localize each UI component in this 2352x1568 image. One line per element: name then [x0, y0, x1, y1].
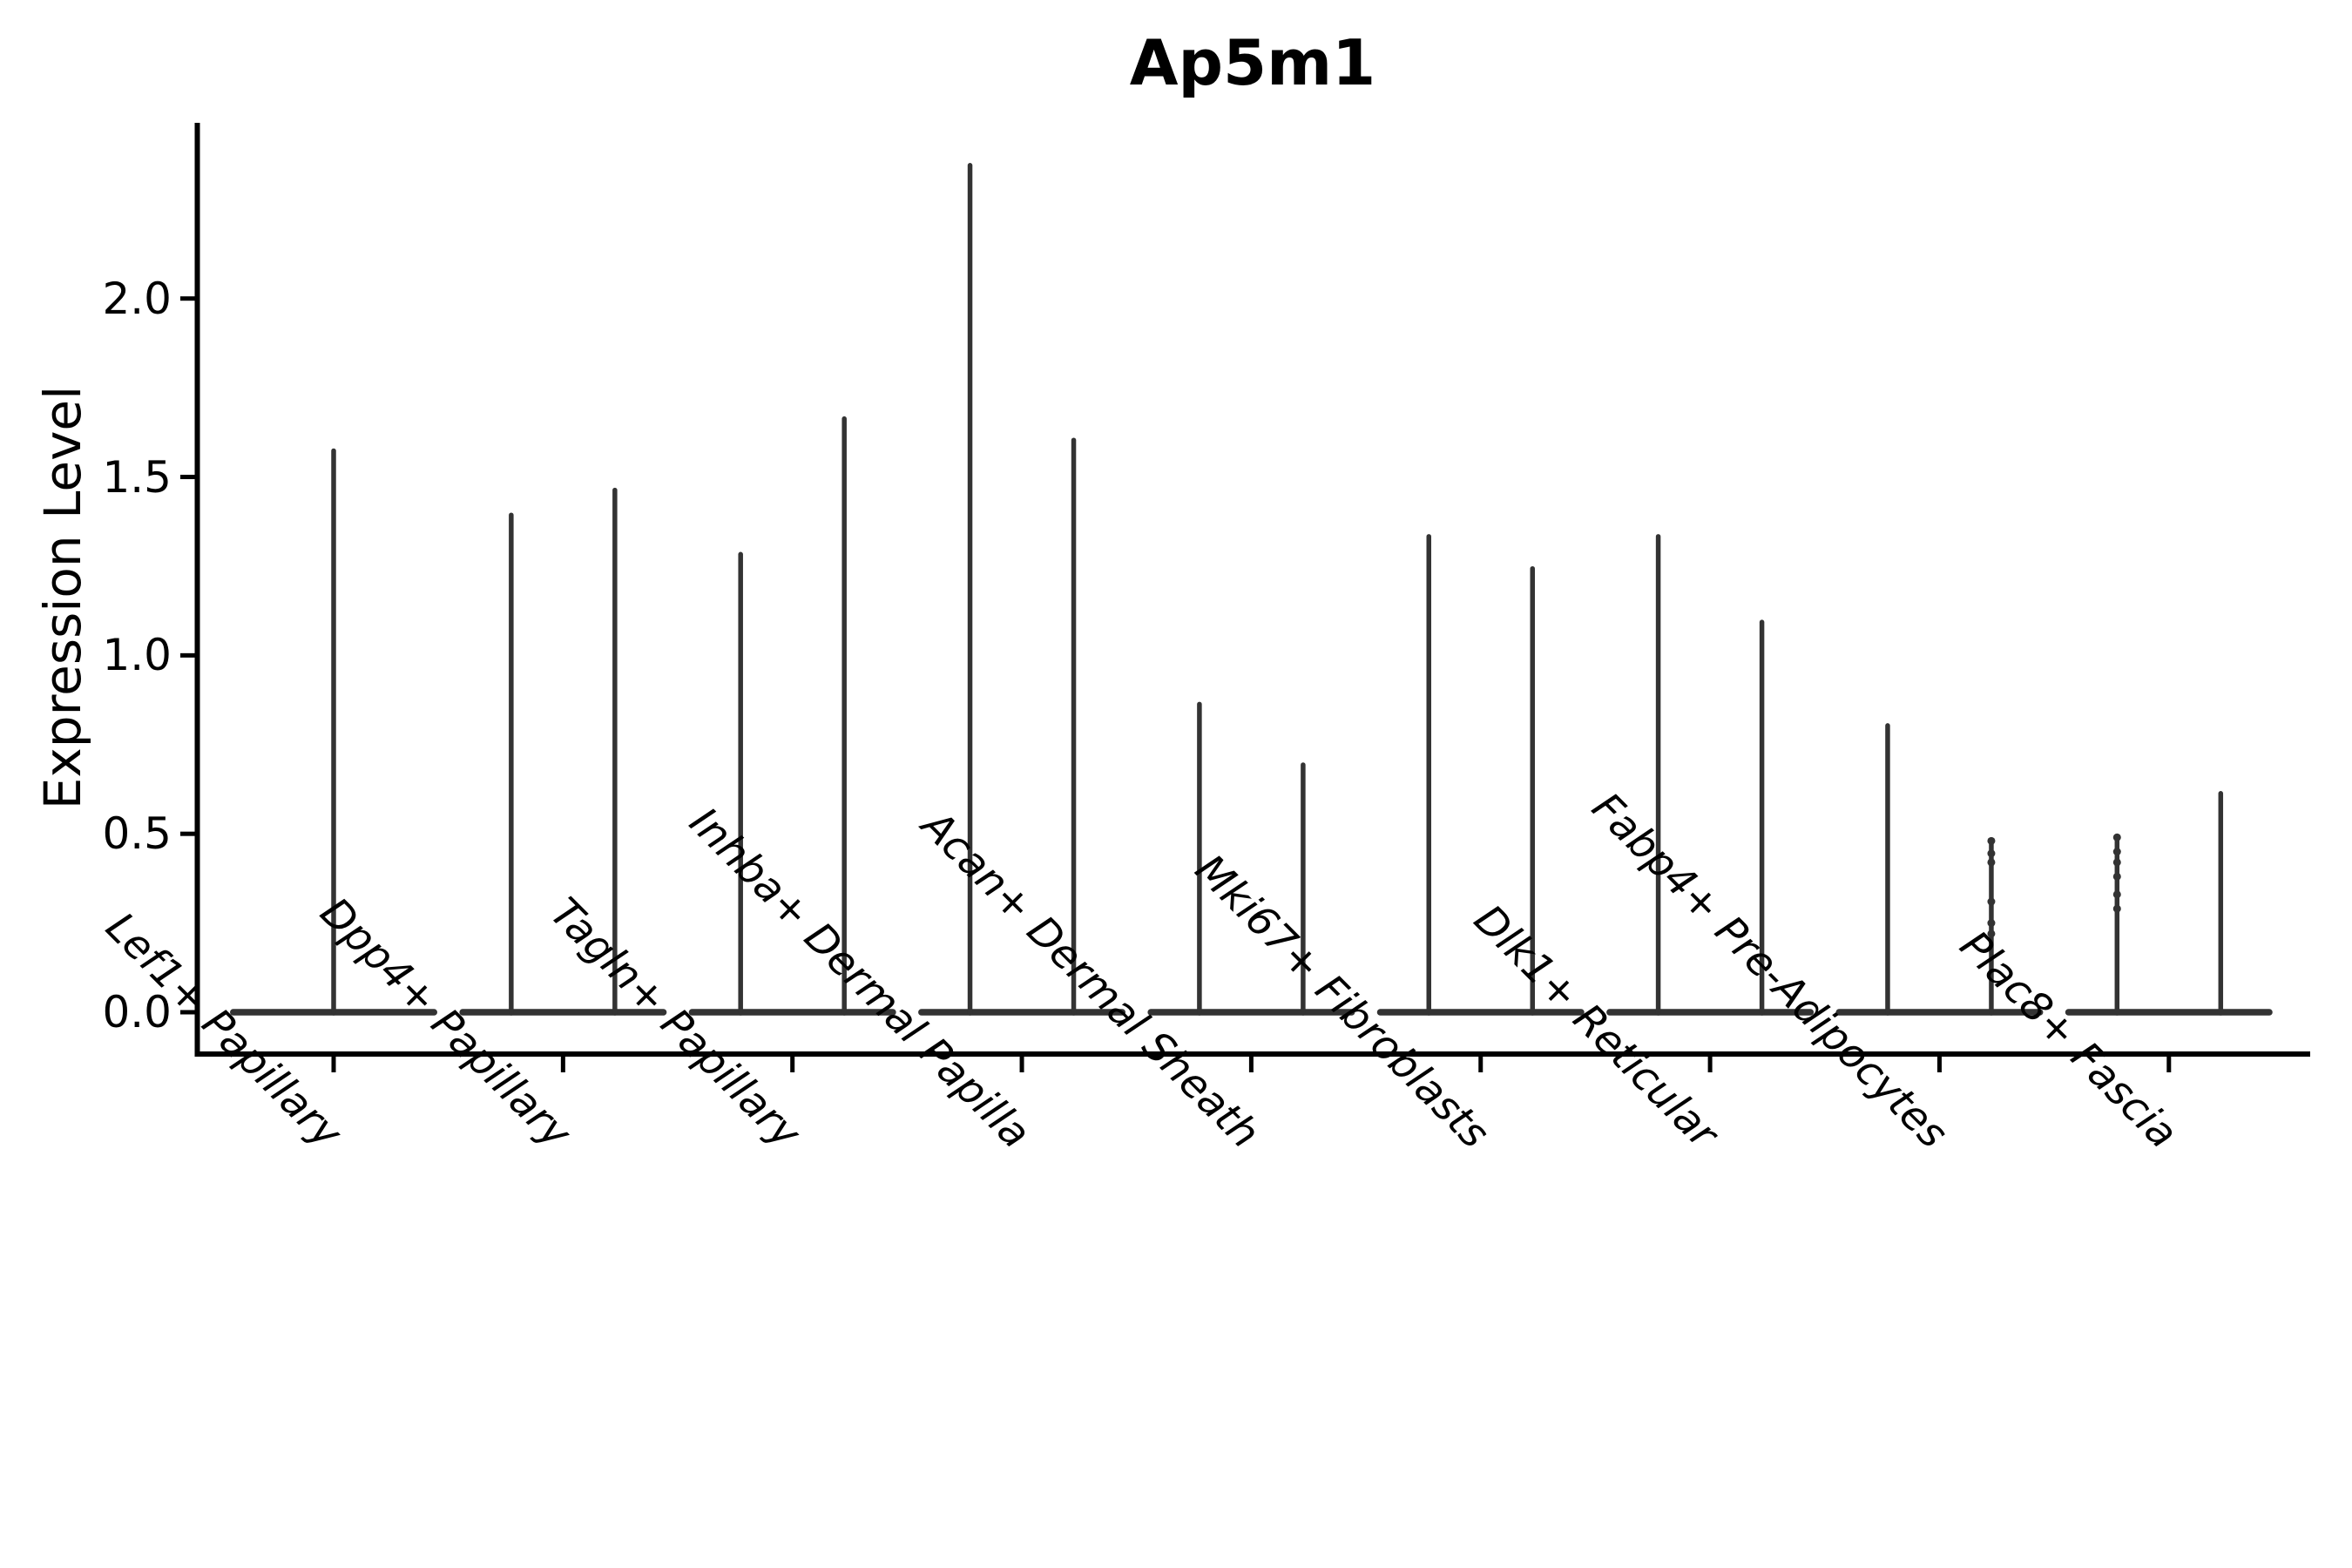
y-tick-label-0.5: 0.5 — [102, 808, 172, 859]
y-tick-mark — [180, 475, 195, 480]
y-tick-label-1.0: 1.0 — [102, 630, 172, 680]
jitter-point — [1987, 897, 1996, 906]
violin-spike — [1530, 565, 1535, 1016]
violin-spike — [1197, 701, 1202, 1016]
x-tick-mark — [1707, 1057, 1713, 1072]
violin-spike — [1426, 534, 1431, 1016]
x-tick-mark — [560, 1057, 565, 1072]
y-tick-label-0.0: 0.0 — [102, 987, 172, 1037]
jitter-point — [1987, 836, 1996, 845]
jitter-point — [2112, 904, 2121, 913]
x-tick-mark — [790, 1057, 795, 1072]
violin-spike — [612, 487, 618, 1016]
violin-spike — [967, 163, 973, 1016]
violin-spike — [1885, 723, 1890, 1016]
violin-spike — [841, 416, 847, 1016]
violin-base — [2065, 1009, 2273, 1016]
violin-spike — [2218, 791, 2224, 1016]
y-tick-mark — [180, 296, 195, 301]
y-tick-label-2.0: 2.0 — [102, 274, 172, 324]
violin-spike — [738, 551, 743, 1016]
y-tick-mark — [180, 831, 195, 836]
jitter-point — [1987, 849, 1996, 858]
violin-spike — [1989, 841, 1994, 1016]
violin-spike — [1071, 437, 1077, 1016]
y-axis-label: Expression Level — [33, 385, 92, 810]
y-tick-label-1.5: 1.5 — [102, 452, 172, 503]
violin-spike — [1759, 619, 1765, 1016]
jitter-point — [1987, 929, 1996, 938]
jitter-point — [1987, 919, 1996, 928]
x-tick-mark — [1478, 1057, 1484, 1072]
jitter-point — [2112, 848, 2121, 856]
x-tick-mark — [1248, 1057, 1254, 1072]
y-tick-mark — [180, 652, 195, 658]
jitter-point — [2112, 890, 2121, 899]
violin-spike — [331, 448, 336, 1016]
x-axis-spine — [194, 1051, 2310, 1057]
violin-spike — [1301, 762, 1306, 1016]
x-tick-mark — [1019, 1057, 1024, 1072]
jitter-point — [1987, 858, 1996, 867]
violin-spike — [509, 512, 514, 1016]
violin-spike — [1655, 534, 1661, 1016]
chart-title: Ap5m1 — [1129, 26, 1376, 99]
jitter-point — [2112, 858, 2121, 867]
y-tick-mark — [180, 1010, 195, 1015]
x-tick-mark — [1936, 1057, 1942, 1072]
jitter-point — [2112, 833, 2121, 841]
x-tick-mark — [2166, 1057, 2172, 1072]
jitter-point — [2112, 872, 2121, 881]
y-axis-spine — [194, 123, 200, 1057]
violin-spike — [2114, 837, 2120, 1016]
x-tick-mark — [331, 1057, 336, 1072]
